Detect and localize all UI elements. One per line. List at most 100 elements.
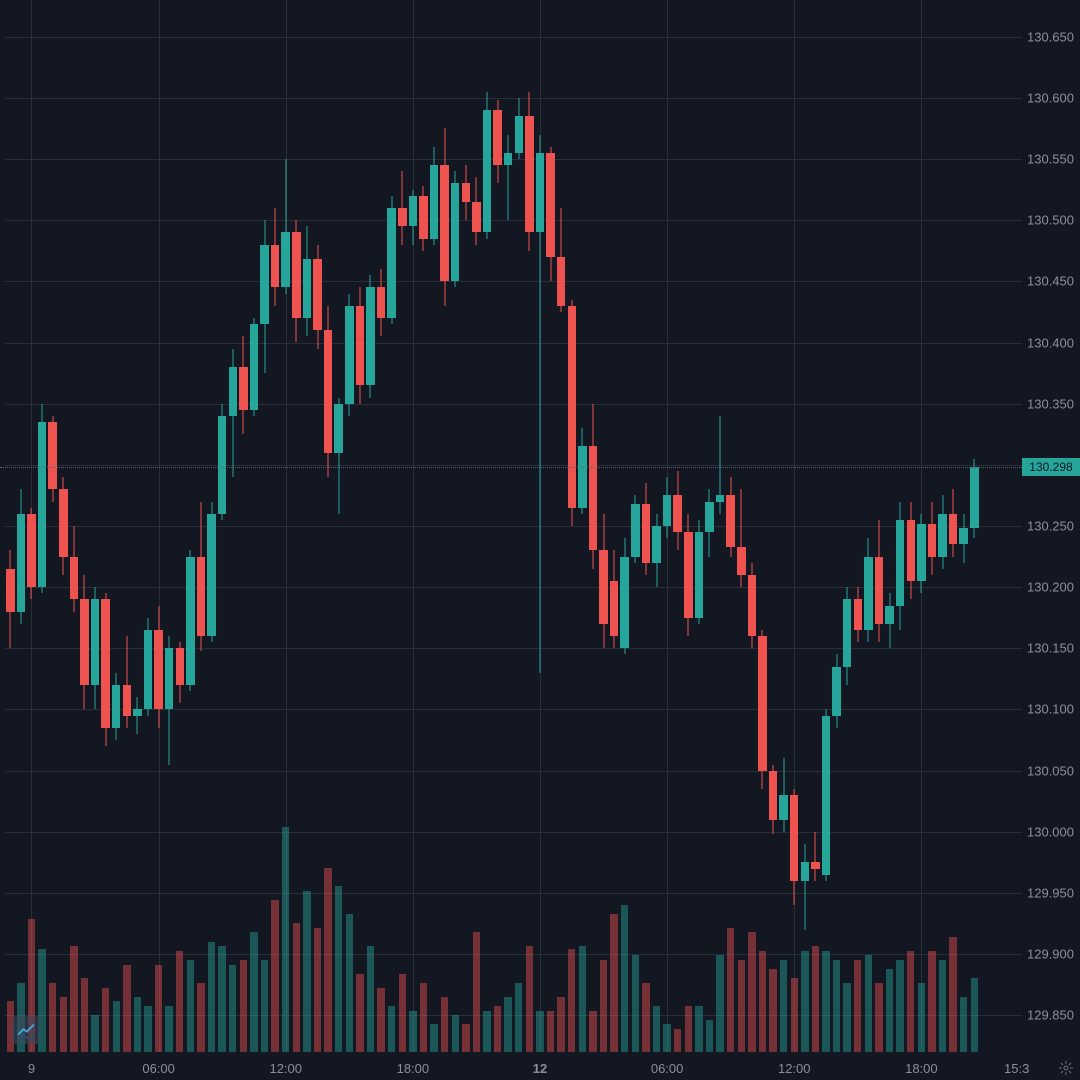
- candle[interactable]: [206, 0, 217, 1052]
- candle[interactable]: [312, 0, 323, 1052]
- candle[interactable]: [397, 0, 408, 1052]
- candle[interactable]: [471, 0, 482, 1052]
- candle[interactable]: [429, 0, 440, 1052]
- candle[interactable]: [185, 0, 196, 1052]
- candle[interactable]: [535, 0, 546, 1052]
- candle[interactable]: [905, 0, 916, 1052]
- candle[interactable]: [408, 0, 419, 1052]
- candle[interactable]: [503, 0, 514, 1052]
- candle[interactable]: [895, 0, 906, 1052]
- candle[interactable]: [122, 0, 133, 1052]
- candle[interactable]: [355, 0, 366, 1052]
- candle[interactable]: [863, 0, 874, 1052]
- candle[interactable]: [619, 0, 630, 1052]
- provider-logo-icon[interactable]: [12, 1016, 40, 1044]
- candle[interactable]: [704, 0, 715, 1052]
- candle[interactable]: [227, 0, 238, 1052]
- candle[interactable]: [715, 0, 726, 1052]
- time-axis[interactable]: 906:0012:0018:001206:0012:0018:0015:3: [0, 1052, 1080, 1080]
- candle[interactable]: [514, 0, 525, 1052]
- candle[interactable]: [937, 0, 948, 1052]
- candle[interactable]: [132, 0, 143, 1052]
- candle[interactable]: [153, 0, 164, 1052]
- candle[interactable]: [662, 0, 673, 1052]
- candle[interactable]: [884, 0, 895, 1052]
- candle[interactable]: [630, 0, 641, 1052]
- candle[interactable]: [450, 0, 461, 1052]
- candle[interactable]: [16, 0, 27, 1052]
- candle[interactable]: [725, 0, 736, 1052]
- candle-body: [907, 520, 916, 581]
- candle[interactable]: [853, 0, 864, 1052]
- candle[interactable]: [164, 0, 175, 1052]
- candle[interactable]: [79, 0, 90, 1052]
- candle[interactable]: [789, 0, 800, 1052]
- candle[interactable]: [556, 0, 567, 1052]
- candle[interactable]: [588, 0, 599, 1052]
- candle[interactable]: [736, 0, 747, 1052]
- gear-icon[interactable]: [1058, 1060, 1074, 1076]
- candle[interactable]: [821, 0, 832, 1052]
- candle[interactable]: [270, 0, 281, 1052]
- candle[interactable]: [333, 0, 344, 1052]
- candle[interactable]: [948, 0, 959, 1052]
- candle[interactable]: [365, 0, 376, 1052]
- candle[interactable]: [927, 0, 938, 1052]
- candle[interactable]: [111, 0, 122, 1052]
- candle[interactable]: [778, 0, 789, 1052]
- candle[interactable]: [302, 0, 313, 1052]
- candle[interactable]: [5, 0, 16, 1052]
- candle-body: [557, 257, 566, 306]
- candle[interactable]: [800, 0, 811, 1052]
- candle[interactable]: [524, 0, 535, 1052]
- candle[interactable]: [566, 0, 577, 1052]
- candle[interactable]: [69, 0, 80, 1052]
- candle[interactable]: [100, 0, 111, 1052]
- candle[interactable]: [344, 0, 355, 1052]
- candle[interactable]: [492, 0, 503, 1052]
- candle[interactable]: [386, 0, 397, 1052]
- candle[interactable]: [196, 0, 207, 1052]
- candle[interactable]: [376, 0, 387, 1052]
- candle[interactable]: [842, 0, 853, 1052]
- candle[interactable]: [969, 0, 980, 1052]
- candle[interactable]: [768, 0, 779, 1052]
- candle[interactable]: [577, 0, 588, 1052]
- candle[interactable]: [323, 0, 334, 1052]
- candle[interactable]: [641, 0, 652, 1052]
- candle[interactable]: [672, 0, 683, 1052]
- price-axis[interactable]: 130.650130.600130.550130.500130.450130.4…: [1022, 0, 1080, 1080]
- candle[interactable]: [810, 0, 821, 1052]
- candle[interactable]: [958, 0, 969, 1052]
- candle[interactable]: [609, 0, 620, 1052]
- candle[interactable]: [651, 0, 662, 1052]
- candle[interactable]: [47, 0, 58, 1052]
- candle[interactable]: [916, 0, 927, 1052]
- candle[interactable]: [291, 0, 302, 1052]
- price-pane[interactable]: [5, 0, 1022, 1052]
- candle[interactable]: [694, 0, 705, 1052]
- candle[interactable]: [37, 0, 48, 1052]
- candle[interactable]: [418, 0, 429, 1052]
- candle[interactable]: [280, 0, 291, 1052]
- candle[interactable]: [598, 0, 609, 1052]
- candle[interactable]: [217, 0, 228, 1052]
- candle[interactable]: [439, 0, 450, 1052]
- candle[interactable]: [90, 0, 101, 1052]
- candle[interactable]: [831, 0, 842, 1052]
- candle[interactable]: [249, 0, 260, 1052]
- candle[interactable]: [175, 0, 186, 1052]
- candle[interactable]: [757, 0, 768, 1052]
- candle[interactable]: [259, 0, 270, 1052]
- candle[interactable]: [26, 0, 37, 1052]
- candle[interactable]: [683, 0, 694, 1052]
- candle[interactable]: [545, 0, 556, 1052]
- candle[interactable]: [747, 0, 758, 1052]
- candle[interactable]: [874, 0, 885, 1052]
- candle[interactable]: [143, 0, 154, 1052]
- candlestick-chart[interactable]: 130.650130.600130.550130.500130.450130.4…: [0, 0, 1080, 1080]
- candle[interactable]: [482, 0, 493, 1052]
- candle[interactable]: [461, 0, 472, 1052]
- candle[interactable]: [58, 0, 69, 1052]
- candle[interactable]: [238, 0, 249, 1052]
